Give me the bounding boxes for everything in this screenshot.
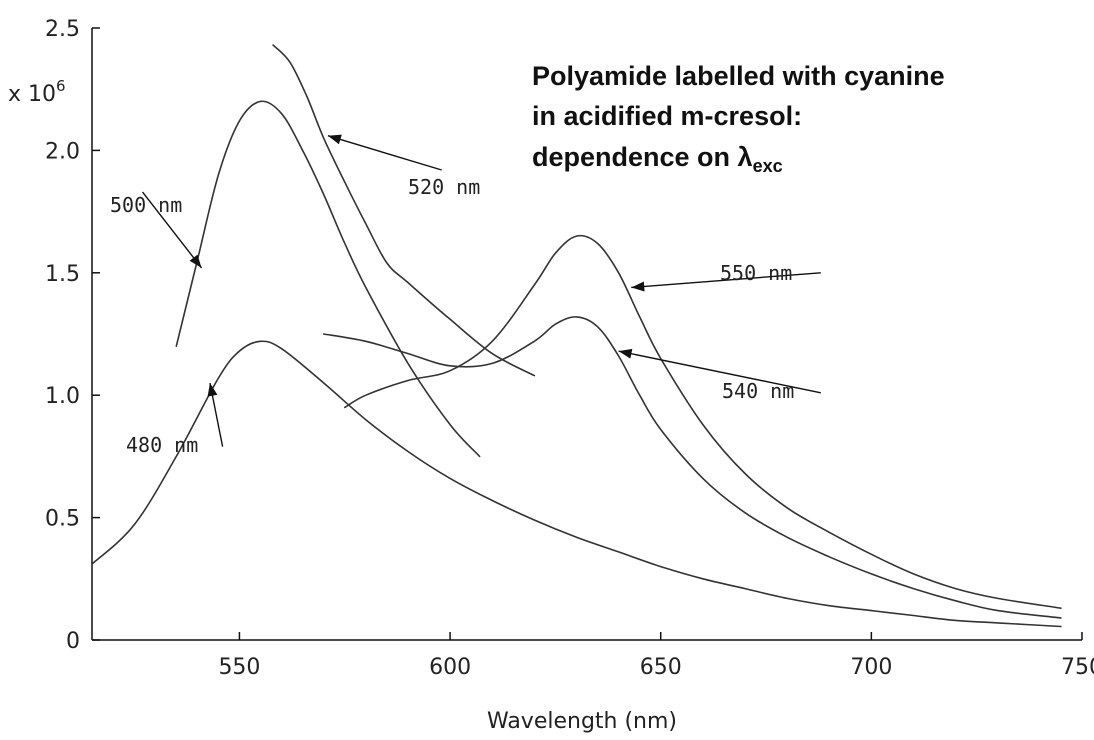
series-line-500-nm	[175, 100, 481, 458]
y-multiplier-base: x 10	[8, 82, 56, 107]
y-tick-label: 1.5	[45, 262, 80, 287]
annotation-arrow-540-nm	[618, 350, 821, 394]
chart-title-subscript: exc	[753, 156, 783, 176]
annotation-label-550-nm: 550 nm	[720, 261, 792, 285]
annotation-arrow-550-nm	[631, 272, 821, 289]
chart-title-line-2: in acidified m-cresol:	[532, 101, 802, 131]
annotation-label-540-nm: 540 nm	[722, 379, 794, 403]
annotations: 500 nm 520 nm 550 nm 540 nm 480 nm	[110, 134, 821, 457]
series-line-480-nm	[91, 340, 1062, 628]
y-tick-label: 1.0	[45, 384, 80, 409]
series-line-520-nm	[272, 44, 536, 377]
annotation-arrowhead-480-nm	[207, 382, 218, 397]
x-tick-label: 750	[1061, 655, 1094, 680]
annotation-label-520-nm: 520 nm	[408, 175, 480, 199]
annotation-arrow-520-nm	[327, 135, 442, 171]
chart-title-line-3-main: dependence on λ	[532, 142, 753, 172]
chart-title-line-3: dependence on λexc	[532, 142, 783, 176]
x-tick-label: 550	[218, 655, 260, 680]
series-line-550-nm	[344, 234, 1062, 609]
axes: 550 600 650 700 750 0 0.5 1.0 1.5 2.0 2.5	[45, 17, 1094, 680]
x-tick-label: 600	[429, 655, 471, 680]
y-multiplier-exponent: 6	[56, 77, 66, 95]
y-tick-label: 0	[66, 629, 80, 654]
y-multiplier-label: x 106	[8, 77, 66, 107]
x-tick-label: 650	[640, 655, 682, 680]
series-line-540-nm	[322, 316, 1062, 619]
annotation-arrowhead-500-nm	[189, 254, 202, 268]
annotation-arrowhead-520-nm	[327, 134, 342, 145]
x-tick-label: 700	[850, 655, 892, 680]
chart-title-line-1: Polyamide labelled with cyanine	[532, 61, 945, 91]
y-tick-label: 0.5	[45, 507, 80, 532]
series-group	[91, 44, 1062, 628]
annotation-arrowhead-550-nm	[631, 281, 645, 292]
annotation-arrowhead-540-nm	[618, 348, 633, 359]
annotation-label-480-nm: 480 nm	[126, 433, 198, 457]
annotation-label-500-nm: 500 nm	[110, 193, 182, 217]
annotation-arrow-500-nm	[142, 191, 203, 269]
y-tick-label: 2.0	[45, 139, 80, 164]
x-axis-title: Wavelength (nm)	[487, 709, 677, 734]
y-tick-label: 2.5	[45, 17, 80, 42]
